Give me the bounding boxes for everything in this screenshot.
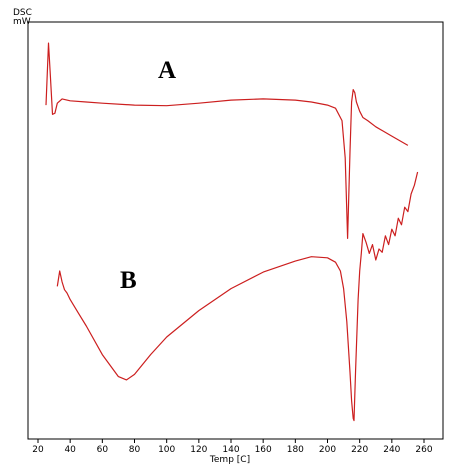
- curve-label-b: B: [120, 267, 137, 294]
- x-tick-label-260: 260: [415, 445, 432, 455]
- x-axis-ticks: [37, 439, 425, 443]
- x-tick-label-200: 200: [319, 445, 336, 455]
- x-tick-label-220: 220: [351, 445, 368, 455]
- series-curves: [45, 42, 419, 422]
- series-line-a: [45, 42, 409, 239]
- x-tick-label-140: 140: [222, 445, 239, 455]
- series-line-b: [56, 171, 419, 422]
- x-axis-label: Temp [C]: [209, 455, 250, 465]
- plot-frame: [27, 21, 444, 440]
- y-axis-label-unit: mW: [13, 17, 31, 27]
- x-tick-label-240: 240: [383, 445, 400, 455]
- x-tick-label-80: 80: [129, 445, 141, 455]
- y-axis-label-dsc: DSC: [13, 8, 32, 18]
- x-axis-tick-labels: 20 40 60 80 100 120 140 160 180 200 220 240 260: [32, 445, 433, 455]
- x-tick-label-60: 60: [97, 445, 109, 455]
- x-tick-label-40: 40: [64, 445, 76, 455]
- x-tick-label-100: 100: [158, 445, 175, 455]
- x-tick-label-160: 160: [255, 445, 272, 455]
- x-tick-label-120: 120: [190, 445, 207, 455]
- x-tick-label-20: 20: [32, 445, 44, 455]
- x-tick-label-180: 180: [287, 445, 304, 455]
- curve-label-a: A: [158, 57, 176, 84]
